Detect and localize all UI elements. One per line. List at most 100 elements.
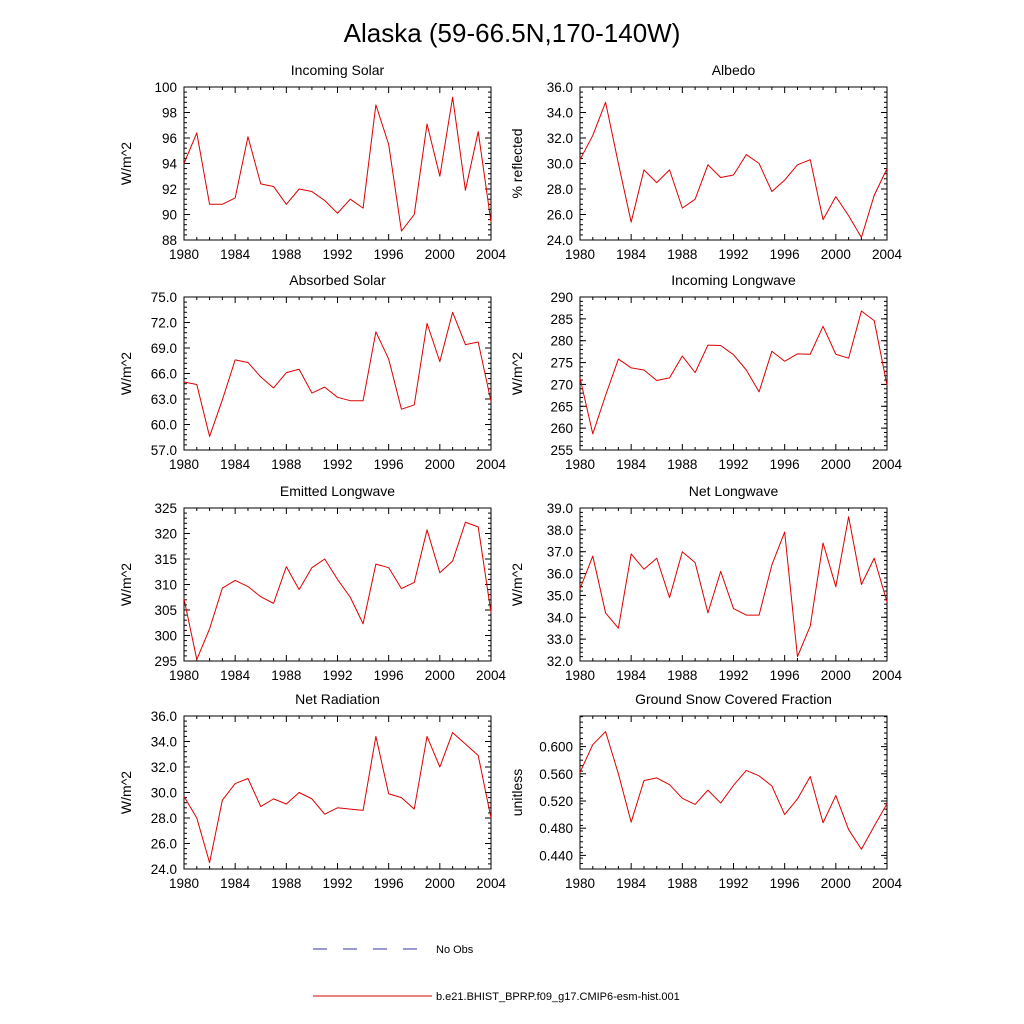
- y-tick-label: 295: [154, 654, 177, 669]
- x-tick-label: 1980: [169, 668, 199, 683]
- x-tick-label: 1996: [374, 247, 404, 262]
- plot-frame: [184, 87, 491, 240]
- y-tick-label: 88: [162, 233, 177, 248]
- x-tick-label: 1984: [220, 247, 251, 262]
- y-tick-label: 0.560: [539, 767, 573, 782]
- y-tick-label: 69.0: [151, 341, 177, 356]
- y-tick-label: 63.0: [151, 392, 177, 407]
- x-tick-label: 1984: [220, 457, 251, 472]
- y-tick-label: 24.0: [547, 233, 573, 248]
- series-line-net-longwave: [580, 517, 887, 657]
- x-tick-label: 2000: [821, 247, 851, 262]
- plot-frame: [580, 716, 887, 869]
- x-tick-label: 1992: [718, 668, 748, 683]
- y-tick-label: 34.0: [151, 735, 177, 750]
- y-tick-label: 255: [550, 443, 573, 458]
- y-tick-label: 30.0: [151, 786, 177, 801]
- x-tick-label: 1980: [565, 876, 595, 891]
- plot-frame: [580, 87, 887, 240]
- y-tick-label: 0.440: [539, 848, 573, 863]
- y-tick-label: 60.0: [151, 418, 177, 433]
- y-axis-label-absorbed-solar: W/m^2: [118, 352, 134, 395]
- y-tick-label: 36.0: [547, 80, 573, 95]
- y-axis-label-albedo: % reflected: [509, 128, 525, 198]
- panel-net-radiation: 1980 1984 1988 1992 1996 2000 2004 24.0 26.0 28.0…: [118, 691, 507, 891]
- panel-title-net-longwave: Net Longwave: [689, 483, 779, 499]
- x-tick-label: 1980: [565, 247, 595, 262]
- series-line-net-radiation: [184, 733, 491, 863]
- x-tick-label: 1992: [322, 247, 352, 262]
- x-tick-label: 1996: [374, 457, 404, 472]
- plot-frame: [184, 716, 491, 869]
- panel-title-emitted-longwave: Emitted Longwave: [280, 483, 395, 499]
- panels: 1980 1984 1988 1992 1996 2000 2004 88 90 92 94 96 98…: [118, 62, 903, 891]
- x-tick-label: 1980: [169, 247, 199, 262]
- x-tick-label: 1980: [565, 457, 595, 472]
- y-axis-label-emitted-longwave: W/m^2: [118, 563, 134, 606]
- y-tick-label: 265: [550, 399, 573, 414]
- y-tick-label: 0.600: [539, 740, 573, 755]
- y-tick-label: 320: [154, 527, 177, 542]
- y-tick-label: 32.0: [151, 760, 177, 775]
- panel-title-albedo: Albedo: [712, 62, 756, 78]
- x-tick-label: 1992: [322, 668, 352, 683]
- y-tick-label: 94: [162, 157, 178, 172]
- y-tick-label: 315: [154, 552, 177, 567]
- y-tick-label: 96: [162, 131, 177, 146]
- x-tick-label: 1984: [220, 668, 251, 683]
- y-tick-label: 39.0: [547, 501, 573, 516]
- x-tick-label: 1984: [616, 668, 647, 683]
- x-tick-label: 1984: [616, 247, 647, 262]
- y-tick-label: 305: [154, 603, 177, 618]
- y-tick-label: 32.0: [547, 654, 573, 669]
- x-tick-label: 2004: [476, 876, 507, 891]
- y-tick-label: 28.0: [547, 182, 573, 197]
- y-tick-label: 36.0: [151, 709, 177, 724]
- y-tick-label: 30.0: [547, 157, 573, 172]
- series-line-emitted-longwave: [184, 522, 491, 659]
- y-axis-label-ground-snow-covered-fraction: unitless: [509, 769, 525, 816]
- x-tick-label: 2000: [425, 668, 455, 683]
- x-tick-label: 1988: [667, 668, 697, 683]
- y-tick-label: 92: [162, 182, 177, 197]
- x-tick-label: 2000: [425, 247, 455, 262]
- x-tick-label: 1992: [322, 876, 352, 891]
- y-axis-label-incoming-longwave: W/m^2: [509, 352, 525, 395]
- figure-title: Alaska (59-66.5N,170-140W): [344, 18, 681, 48]
- x-tick-label: 2004: [872, 457, 903, 472]
- legend-no-obs-label: No Obs: [436, 944, 474, 956]
- x-tick-label: 2004: [476, 457, 507, 472]
- panel-emitted-longwave: 1980 1984 1988 1992 1996 2000 2004 295 300 305 310…: [118, 483, 507, 683]
- y-tick-label: 275: [550, 356, 573, 371]
- y-tick-label: 290: [550, 290, 573, 305]
- y-tick-label: 310: [154, 578, 177, 593]
- panel-title-incoming-longwave: Incoming Longwave: [671, 272, 796, 288]
- y-tick-label: 38.0: [547, 523, 573, 538]
- panel-incoming-solar: 1980 1984 1988 1992 1996 2000 2004 88 90 92 94 96 98…: [118, 62, 507, 262]
- x-tick-label: 1980: [565, 668, 595, 683]
- y-axis-label-net-longwave: W/m^2: [509, 563, 525, 606]
- y-tick-label: 34.0: [547, 106, 573, 121]
- x-tick-label: 1988: [271, 247, 301, 262]
- y-tick-label: 0.520: [539, 794, 573, 809]
- series-line-incoming-longwave: [580, 311, 887, 434]
- y-tick-label: 26.0: [151, 837, 177, 852]
- y-tick-label: 325: [154, 501, 177, 516]
- x-tick-label: 1992: [718, 247, 748, 262]
- x-tick-label: 2000: [425, 457, 455, 472]
- panel-incoming-longwave: 1980 1984 1988 1992 1996 2000 2004 255 260 265 270…: [509, 272, 903, 472]
- x-tick-label: 2000: [425, 876, 455, 891]
- x-tick-label: 1980: [169, 876, 199, 891]
- plot-frame: [580, 297, 887, 450]
- x-tick-label: 2004: [476, 668, 507, 683]
- plot-frame: [184, 297, 491, 450]
- panel-ground-snow-covered-fraction: 1980 1984 1988 1992 1996 2000 2004 0.440 0.480 0.…: [509, 691, 903, 891]
- y-axis-label-net-radiation: W/m^2: [118, 771, 134, 814]
- x-tick-label: 1988: [271, 457, 301, 472]
- y-axis-label-incoming-solar: W/m^2: [118, 142, 134, 185]
- x-tick-label: 1988: [271, 876, 301, 891]
- x-tick-label: 1984: [616, 457, 647, 472]
- y-tick-label: 100: [154, 80, 177, 95]
- x-tick-label: 1988: [667, 876, 697, 891]
